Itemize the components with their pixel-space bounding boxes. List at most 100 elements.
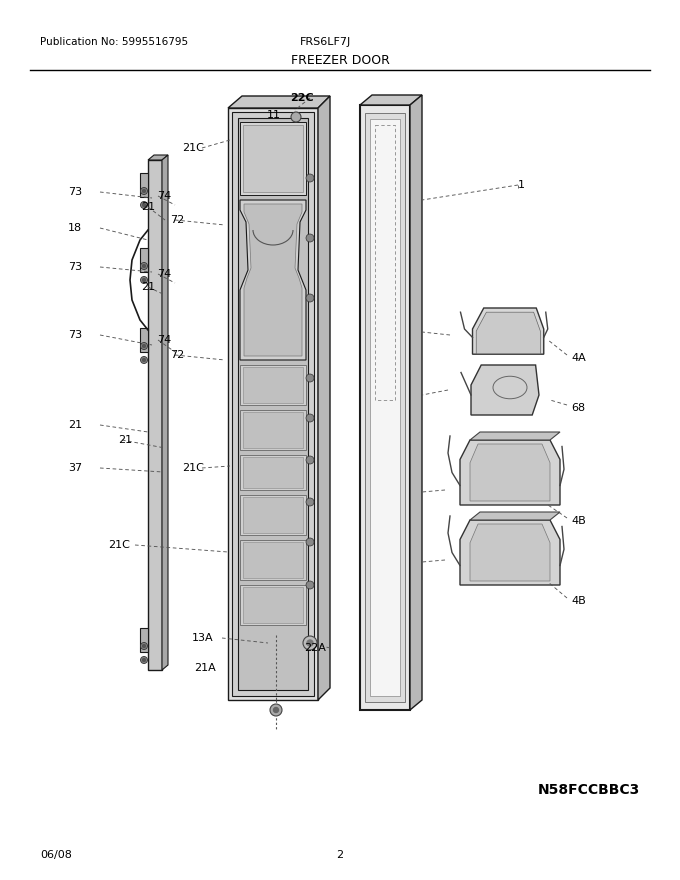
Polygon shape [240, 122, 306, 195]
Polygon shape [240, 365, 306, 405]
Circle shape [143, 265, 146, 268]
Text: 73: 73 [68, 187, 82, 197]
Polygon shape [240, 495, 306, 535]
Polygon shape [460, 520, 560, 585]
Circle shape [306, 174, 314, 182]
Polygon shape [365, 113, 405, 702]
Text: 73: 73 [68, 330, 82, 340]
Text: 21: 21 [141, 202, 155, 212]
Text: 2: 2 [337, 850, 343, 860]
Polygon shape [476, 312, 541, 354]
Circle shape [306, 294, 314, 302]
Circle shape [141, 262, 148, 269]
Circle shape [143, 658, 146, 662]
Bar [140, 328, 148, 352]
Text: 4B: 4B [571, 516, 585, 526]
Polygon shape [243, 587, 303, 623]
Polygon shape [232, 112, 314, 696]
Polygon shape [238, 118, 308, 690]
Circle shape [306, 498, 314, 506]
Circle shape [303, 636, 317, 650]
Polygon shape [243, 412, 303, 448]
Bar [140, 628, 148, 652]
Text: 21: 21 [141, 282, 155, 292]
Polygon shape [243, 497, 303, 533]
Polygon shape [470, 444, 550, 501]
Circle shape [141, 202, 148, 209]
Polygon shape [471, 365, 539, 415]
Bar [140, 173, 148, 197]
Circle shape [307, 640, 313, 646]
Circle shape [141, 187, 148, 194]
Polygon shape [243, 367, 303, 403]
Polygon shape [410, 95, 422, 710]
Circle shape [143, 344, 146, 348]
Circle shape [141, 642, 148, 649]
Polygon shape [148, 155, 168, 160]
Circle shape [141, 276, 148, 283]
Polygon shape [370, 119, 400, 696]
Circle shape [143, 278, 146, 282]
Text: 74: 74 [157, 335, 171, 345]
Polygon shape [318, 96, 330, 700]
Circle shape [306, 414, 314, 422]
Circle shape [306, 538, 314, 546]
Polygon shape [240, 455, 306, 490]
Polygon shape [470, 432, 560, 440]
Circle shape [270, 704, 282, 716]
Polygon shape [243, 542, 303, 578]
Text: 21C: 21C [108, 540, 130, 550]
Text: 4B: 4B [571, 596, 585, 606]
Text: 22C: 22C [290, 93, 313, 103]
Text: 37: 37 [68, 463, 82, 473]
Text: FREEZER DOOR: FREEZER DOOR [290, 54, 390, 67]
Polygon shape [243, 125, 303, 192]
Polygon shape [148, 160, 162, 670]
Text: 11: 11 [267, 110, 281, 120]
Text: 72: 72 [170, 215, 184, 225]
Text: 73: 73 [68, 262, 82, 272]
Text: 21C: 21C [182, 143, 204, 153]
Text: 21: 21 [118, 435, 132, 445]
Circle shape [306, 374, 314, 382]
Polygon shape [460, 440, 560, 505]
Text: 74: 74 [157, 191, 171, 201]
Circle shape [141, 656, 148, 664]
Polygon shape [240, 540, 306, 580]
Text: 13A: 13A [192, 633, 214, 643]
Text: 06/08: 06/08 [40, 850, 72, 860]
Text: N58FCCBBC3: N58FCCBBC3 [538, 783, 640, 797]
Text: FRS6LF7J: FRS6LF7J [300, 37, 352, 47]
Polygon shape [240, 585, 306, 625]
Polygon shape [244, 204, 302, 356]
Circle shape [141, 342, 148, 349]
Text: 21A: 21A [194, 663, 216, 673]
Circle shape [306, 234, 314, 242]
Polygon shape [360, 95, 422, 105]
Circle shape [141, 356, 148, 363]
Text: 68: 68 [571, 403, 585, 413]
Circle shape [306, 581, 314, 589]
Polygon shape [240, 410, 306, 450]
Polygon shape [243, 457, 303, 488]
Polygon shape [162, 155, 168, 670]
Polygon shape [470, 512, 560, 520]
Circle shape [143, 644, 146, 648]
Text: 1: 1 [518, 180, 525, 190]
Polygon shape [360, 105, 410, 710]
Polygon shape [228, 108, 318, 700]
Text: 72: 72 [170, 350, 184, 360]
Text: 21C: 21C [182, 463, 204, 473]
Circle shape [143, 203, 146, 207]
Circle shape [273, 708, 279, 713]
Text: 18: 18 [68, 223, 82, 233]
Polygon shape [473, 308, 544, 355]
Text: 21: 21 [68, 420, 82, 430]
Circle shape [306, 456, 314, 464]
Text: 22A: 22A [304, 643, 326, 653]
Text: Publication No: 5995516795: Publication No: 5995516795 [40, 37, 188, 47]
Bar [140, 248, 148, 272]
Text: 74: 74 [157, 269, 171, 279]
Polygon shape [228, 96, 330, 108]
Text: 4A: 4A [571, 353, 585, 363]
